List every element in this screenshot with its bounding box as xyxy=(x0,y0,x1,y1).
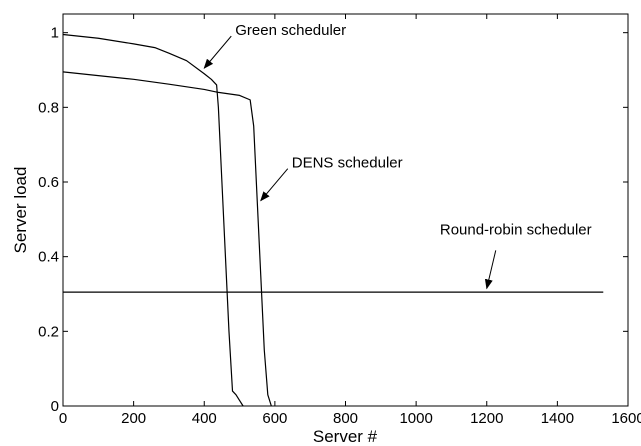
annotation-arrow xyxy=(260,168,289,202)
plot-frame xyxy=(62,13,629,407)
y-axis-title: Server load xyxy=(11,167,30,254)
y-tick-label: 0.8 xyxy=(38,99,59,116)
annotation-label: Green scheduler xyxy=(235,22,346,39)
series-group xyxy=(62,33,604,407)
x-tick-label: 600 xyxy=(262,410,287,427)
x-axis-ticks xyxy=(62,14,629,406)
y-tick-label: 0.2 xyxy=(38,323,59,340)
annotation-arrow xyxy=(203,35,232,69)
annotation-group: Green scheduler DENS scheduler Round-robin… xyxy=(203,22,592,290)
series-line-0 xyxy=(62,33,244,407)
x-tick-label: 400 xyxy=(192,410,217,427)
x-tick-label: 1600 xyxy=(611,410,641,427)
y-axis-tick-labels: 0 0.2 0.4 0.6 0.8 1 xyxy=(38,25,59,415)
x-tick-label: 1200 xyxy=(470,410,503,427)
y-tick-label: 0 xyxy=(51,398,59,415)
annotation-label: DENS scheduler xyxy=(292,155,403,172)
x-axis-title: Server # xyxy=(313,427,378,446)
annotation-arrow xyxy=(484,250,497,290)
x-tick-label: 1400 xyxy=(541,410,574,427)
y-tick-label: 1 xyxy=(51,25,59,42)
annotation-label: Round-robin scheduler xyxy=(440,221,592,238)
y-tick-label: 0.6 xyxy=(38,174,59,191)
y-tick-label: 0.4 xyxy=(38,249,59,266)
series-line-1 xyxy=(62,71,272,407)
x-tick-label: 0 xyxy=(59,410,67,427)
x-tick-label: 200 xyxy=(121,410,146,427)
x-axis-tick-labels: 0 200 400 600 800 1000 1200 1400 1600 xyxy=(59,410,641,427)
x-tick-label: 1000 xyxy=(399,410,432,427)
y-axis-ticks xyxy=(63,32,628,407)
x-tick-label: 800 xyxy=(333,410,358,427)
